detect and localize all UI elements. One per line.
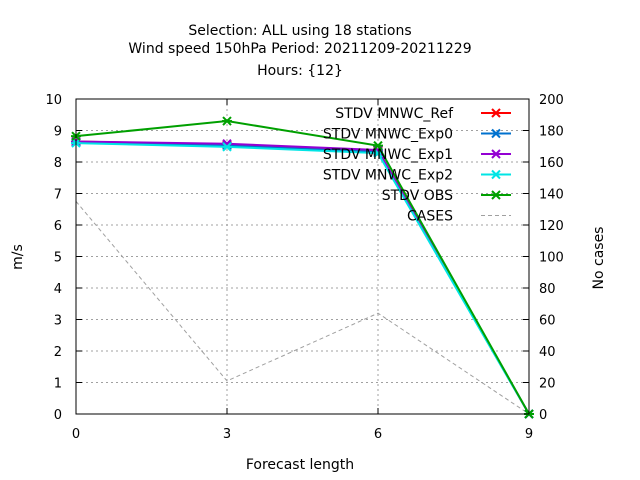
y-tick-label: 6 (54, 219, 62, 234)
y2-tick-label: 20 (539, 377, 556, 392)
title-line-3: Hours: {12} (257, 63, 343, 79)
legend-stdv-mnwc-exp2-point (491, 169, 501, 180)
y2-tick-label: 160 (539, 156, 564, 171)
x-axis-ticks: 0 3 6 9 (72, 99, 533, 442)
grid (76, 99, 529, 414)
y2-tick-label: 40 (539, 345, 556, 360)
legend-stdv-mnwc-exp0-point (491, 128, 501, 139)
legend: STDV MNWC_Ref STDV MNWC_Exp0 STDV MNWC_Exp… (323, 106, 511, 225)
legend-item-cases: CASES (407, 209, 511, 225)
legend-label: STDV MNWC_Exp1 (323, 147, 453, 163)
stdv-mnwc-ref-line (75, 140, 530, 415)
y2-tick-label: 120 (539, 219, 564, 234)
y-tick-label: 0 (54, 408, 62, 423)
y2-axis-label: No cases (591, 227, 607, 290)
y-axis-ticks: 0 1 2 3 4 5 6 7 8 9 10 (45, 93, 82, 423)
y-axis-label: m/s (10, 244, 26, 270)
stdv-mnwc-exp2-point (222, 142, 232, 152)
x-tick-label: 3 (223, 427, 231, 442)
y2-axis-ticks: 0 20 40 60 80 100 120 140 160 180 200 (523, 93, 564, 423)
y2-tick-label: 100 (539, 251, 564, 266)
y2-tick-label: 180 (539, 125, 564, 140)
stdv-obs-point (373, 140, 383, 151)
y-tick-label: 9 (54, 125, 62, 140)
y-tick-label: 5 (54, 251, 62, 266)
legend-stdv-mnwc-ref-point (491, 108, 501, 118)
legend-item-stdv-mnwc-ref: STDV MNWC_Ref (335, 106, 511, 122)
legend-label: STDV MNWC_Ref (335, 106, 454, 122)
x-axis-label: Forecast length (246, 457, 354, 473)
stdv-mnwc-exp1-line (75, 140, 530, 415)
legend-label: STDV OBS (382, 188, 453, 204)
y2-tick-label: 0 (539, 408, 547, 423)
legend-label: CASES (407, 209, 453, 225)
y-tick-label: 10 (45, 93, 62, 108)
y-tick-label: 1 (54, 377, 62, 392)
x-tick-label: 9 (525, 427, 533, 442)
stdv-obs-line (75, 120, 530, 415)
legend-label: STDV MNWC_Exp0 (323, 127, 453, 143)
x-tick-label: 0 (72, 427, 80, 442)
title-line-2: Wind speed 150hPa Period: 20211209-20211… (128, 41, 471, 57)
y-tick-label: 3 (54, 314, 62, 329)
y-tick-label: 7 (54, 188, 62, 203)
legend-stdv-obs-point (491, 190, 501, 200)
legend-item-stdv-mnwc-exp1: STDV MNWC_Exp1 (323, 147, 511, 163)
cases-series-layer (75, 201, 530, 415)
legend-item-stdv-obs: STDV OBS (382, 188, 511, 204)
legend-item-stdv-mnwc-exp0: STDV MNWC_Exp0 (323, 127, 511, 143)
legend-label: STDV MNWC_Exp2 (323, 168, 453, 184)
y2-tick-label: 140 (539, 188, 564, 203)
x-tick-label: 6 (374, 427, 382, 442)
series-cases (75, 201, 530, 415)
y2-tick-label: 80 (539, 282, 556, 297)
y2-tick-label: 200 (539, 93, 564, 108)
legend-stdv-mnwc-exp1-point (491, 149, 501, 159)
y-tick-label: 8 (54, 156, 62, 171)
stdv-obs-point (222, 116, 232, 126)
title-line-1: Selection: ALL using 18 stations (188, 23, 411, 39)
y-tick-label: 4 (54, 282, 62, 297)
stdv-mnwc-exp0-line (75, 141, 530, 415)
chart-title: Selection: ALL using 18 stations Wind sp… (128, 23, 471, 79)
legend-item-stdv-mnwc-exp2: STDV MNWC_Exp2 (323, 168, 511, 184)
cases-line (75, 201, 530, 415)
stdv-mnwc-exp2-line (75, 142, 530, 415)
y-tick-label: 2 (54, 345, 62, 360)
y2-tick-label: 60 (539, 314, 556, 329)
